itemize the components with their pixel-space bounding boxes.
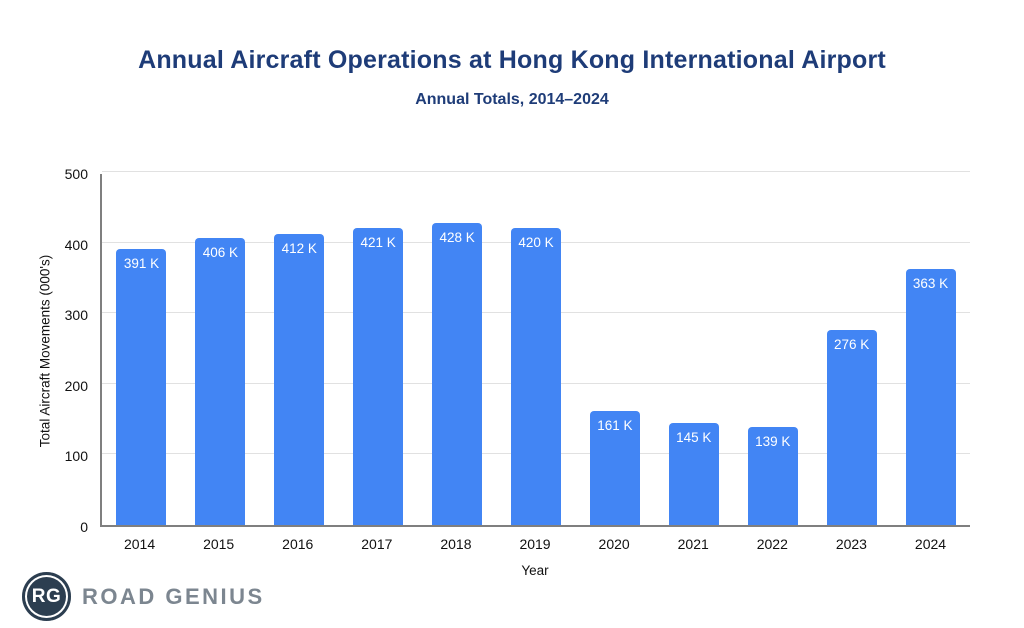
chart-title: Annual Aircraft Operations at Hong Kong … [138, 46, 886, 74]
bar-value-label: 145 K [676, 429, 712, 445]
plot-area: 391 K 406 K 412 K 421 K 428 K 420 K 161 K 145 K… [100, 171, 970, 527]
y-tick-label: 0 [80, 519, 88, 535]
bar-value-label: 161 K [597, 418, 633, 434]
x-axis-ticks: 2014 2015 2016 2017 2018 2019 2020 2021 2022 2023… [100, 536, 970, 552]
y-tick-label: 400 [64, 236, 88, 253]
bar-value-label: 139 K [755, 433, 791, 449]
bar-2022: 139 K [747, 426, 798, 525]
bar-2024: 363 K [905, 268, 956, 525]
bar-value-label: 406 K [202, 245, 238, 261]
x-tick-label: 2022 [756, 536, 788, 552]
rg-badge-icon: RG [22, 572, 71, 621]
x-tick-label: 2016 [282, 536, 314, 552]
y-tick-label: 200 [64, 377, 88, 394]
bar-2019: 420 K [510, 228, 561, 525]
x-tick-label: 2023 [835, 536, 867, 552]
x-tick-label: 2024 [914, 536, 947, 552]
bar-2023: 276 K [826, 330, 877, 525]
bar-2015: 406 K [195, 238, 246, 525]
x-tick-label: 2015 [203, 536, 235, 552]
bar-2021: 145 K [668, 422, 719, 525]
bar-2014: 391 K [116, 248, 167, 525]
road-genius-logo: RG ROAD GENIUS [22, 572, 265, 621]
logo-text: ROAD GENIUS [82, 583, 265, 609]
bar-value-label: 276 K [833, 337, 870, 353]
gridline [102, 171, 970, 172]
x-tick-label: 2019 [519, 536, 551, 552]
chart-subtitle: Annual Totals, 2014–2024 [415, 91, 609, 108]
bar-2017: 421 K [353, 227, 404, 525]
x-tick-label: 2014 [123, 536, 156, 552]
x-axis-title: Year [521, 563, 549, 578]
y-tick-label: 500 [64, 166, 88, 182]
bar-value-label: 363 K [912, 275, 949, 291]
bar-value-label: 421 K [360, 234, 396, 250]
x-tick-label: 2021 [677, 536, 709, 552]
bar-2018: 428 K [432, 222, 483, 525]
bar-value-label: 428 K [439, 229, 475, 245]
bar-chart: Total Aircraft Movements (000's) 0 100 200… [0, 166, 1024, 584]
y-axis-title: Total Aircraft Movements (000's) [37, 254, 53, 448]
x-tick-label: 2020 [598, 536, 630, 552]
x-tick-label: 2017 [361, 536, 393, 552]
bar-series: 391 K 406 K 412 K 421 K 428 K 420 K 161 K 145 K… [102, 174, 970, 525]
x-tick-label: 2018 [440, 536, 472, 552]
bar-value-label: 412 K [281, 241, 317, 257]
y-tick-label: 300 [64, 307, 88, 324]
bar-value-label: 420 K [518, 235, 554, 251]
bar-2016: 412 K [274, 234, 325, 525]
y-tick-label: 100 [64, 448, 88, 465]
bar-value-label: 391 K [123, 255, 160, 271]
bar-2020: 161 K [589, 411, 640, 525]
